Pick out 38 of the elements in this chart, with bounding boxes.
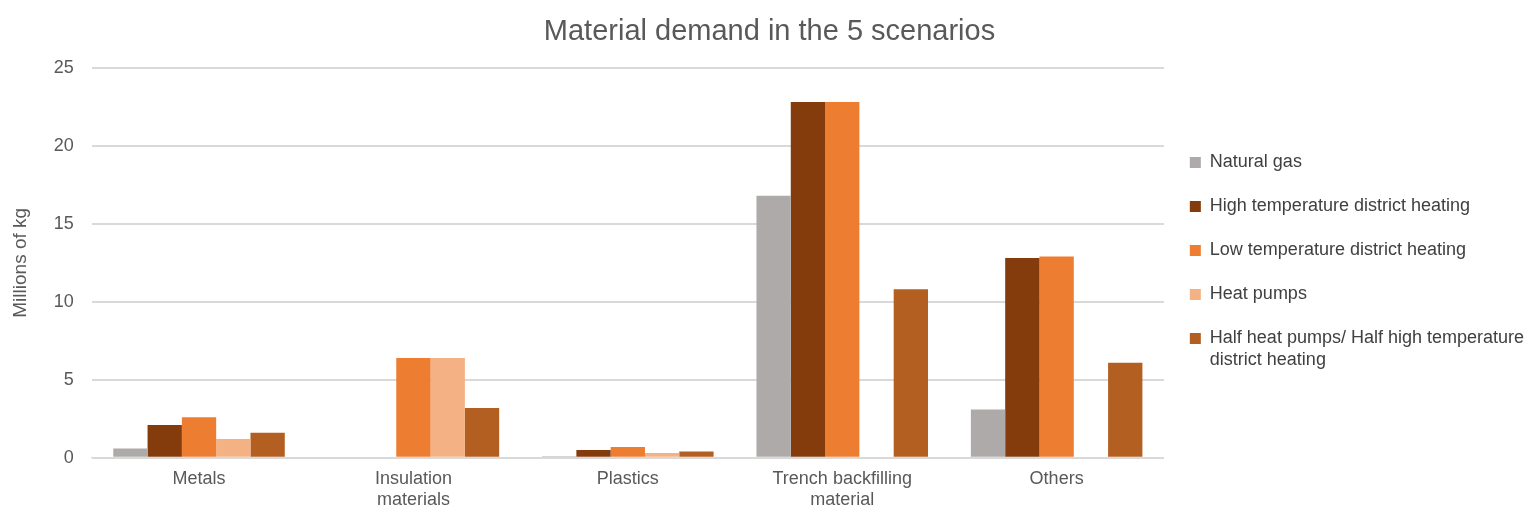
bar: [679, 451, 714, 457]
x-tick-label: Metals: [172, 467, 226, 488]
y-tick-label: 5: [63, 368, 74, 389]
bar: [430, 357, 465, 457]
y-tick-label: 0: [63, 446, 74, 467]
legend-label: High temperature district heating: [1209, 195, 1470, 216]
bar: [610, 446, 645, 457]
bar: [216, 439, 251, 457]
legend-label: Low temperature district heating: [1209, 239, 1466, 260]
x-tick-label: Trench backfilling material: [772, 467, 912, 510]
y-tick-label: 15: [53, 212, 74, 233]
bar: [147, 425, 182, 457]
legend-label: Heat pumps: [1209, 283, 1307, 304]
legend-label: Natural gas: [1209, 151, 1302, 172]
bar: [893, 289, 928, 457]
chart-title: Material demand in the 5 scenarios: [543, 14, 996, 47]
bar: [756, 195, 791, 457]
y-tick-label: 20: [53, 134, 74, 155]
bar: [790, 102, 826, 457]
bar: [825, 102, 860, 457]
bar: [396, 357, 431, 457]
bar: [1005, 258, 1040, 457]
bar: [464, 407, 500, 457]
bar: [644, 453, 680, 457]
y-tick-label: 10: [53, 290, 74, 311]
x-tick-label: Insulation materials: [374, 467, 452, 510]
bar: [250, 432, 285, 457]
x-tick-label: Others: [1029, 467, 1084, 488]
bar: [113, 448, 148, 457]
bar: [970, 409, 1006, 457]
bar: [576, 450, 611, 457]
y-axis-title: Millions of kg: [8, 207, 30, 318]
bar: [181, 417, 217, 457]
x-tick-label: Plastics: [596, 467, 659, 488]
legend-label: Half heat pumps/ Half high temperature district heating: [1209, 327, 1525, 369]
bar: [1039, 256, 1074, 457]
y-tick-label: 25: [53, 56, 74, 77]
bar: [1108, 362, 1143, 457]
